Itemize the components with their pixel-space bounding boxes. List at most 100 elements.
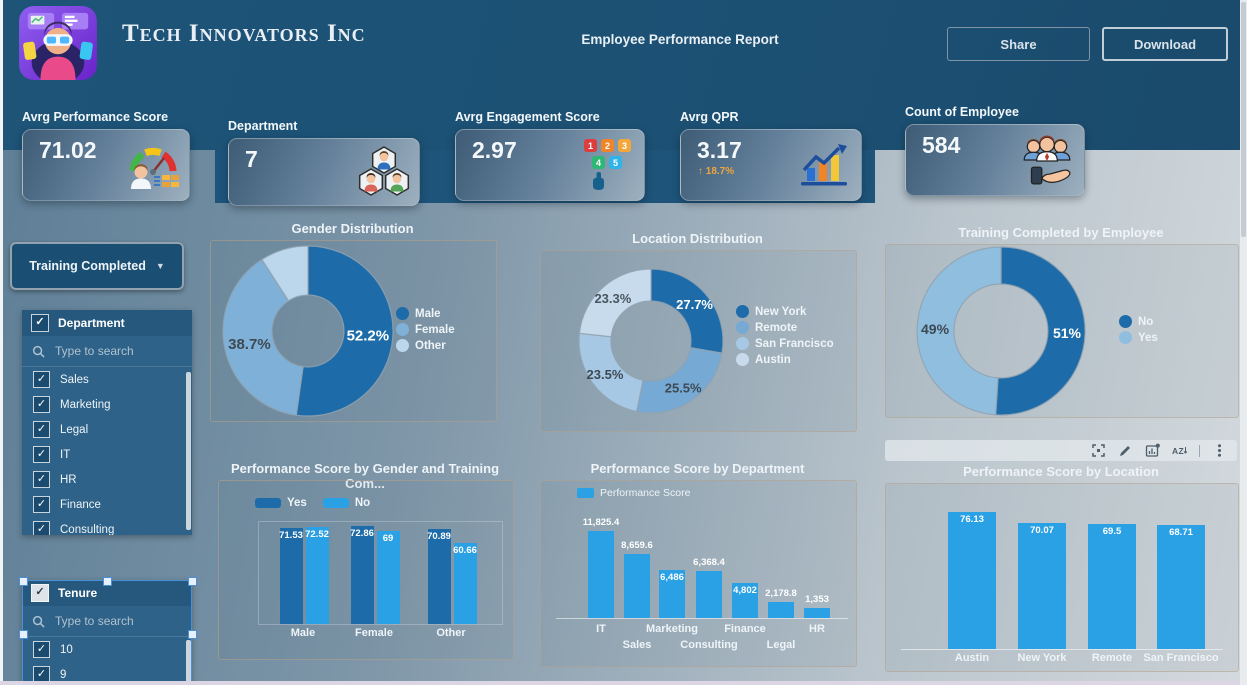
legend-item[interactable]: Remote (736, 321, 834, 334)
selection-handle[interactable] (188, 630, 197, 639)
donut-slice-austin[interactable] (578, 268, 652, 338)
kpi-card[interactable]: 584 (905, 124, 1085, 196)
bar[interactable] (696, 571, 722, 618)
bar[interactable] (732, 582, 758, 618)
department-list-scrollbar[interactable] (186, 372, 191, 530)
kpi-card[interactable]: 2.97 1 2 3 4 5 (455, 129, 645, 201)
legend-item[interactable]: Yes (255, 497, 307, 509)
legend-item[interactable]: Austin (736, 353, 834, 366)
kpi-card[interactable]: 71.02 (22, 129, 190, 201)
more-options-icon[interactable] (1212, 443, 1227, 458)
filter-item-consulting[interactable]: ✓ Consulting (22, 517, 192, 535)
window-edge-bottom[interactable] (0, 681, 1247, 685)
filter-item-label: 10 (60, 643, 73, 656)
legend-item[interactable]: No (1119, 315, 1158, 328)
donut-slice-other[interactable] (261, 245, 309, 302)
bar[interactable] (427, 528, 451, 624)
kpi-value: 2.97 (472, 137, 517, 163)
bar[interactable] (659, 570, 685, 618)
legend-item[interactable]: Yes (1119, 331, 1158, 344)
bar[interactable] (624, 554, 650, 618)
department-filter-header[interactable]: ✓ Department (22, 310, 192, 336)
x-axis-label: Male (290, 627, 316, 639)
filter-item-10[interactable]: ✓ 10 (22, 637, 192, 662)
legend-item[interactable]: New York (736, 305, 834, 318)
filter-item-marketing[interactable]: ✓ Marketing (22, 392, 192, 417)
filter-title: Department (58, 316, 125, 330)
selection-handle[interactable] (19, 577, 28, 586)
kpi-card[interactable]: 3.17 ↑ 18.7% (680, 129, 862, 201)
legend-label: No (1138, 315, 1154, 328)
page-scrollbar[interactable] (1240, 0, 1247, 685)
checkbox-checked[interactable]: ✓ (33, 471, 50, 488)
search-icon (32, 345, 45, 358)
gender-donut: 52.2% 38.7% (218, 241, 398, 426)
share-button[interactable]: Share (947, 27, 1090, 61)
filter-item-it[interactable]: ✓ IT (22, 442, 192, 467)
donut-slice-no[interactable] (995, 246, 1086, 416)
selection-handle[interactable] (188, 577, 197, 586)
bar[interactable] (305, 526, 329, 624)
kpi-card[interactable]: 7 (228, 138, 420, 206)
filter-item-sales[interactable]: ✓ Sales (22, 367, 192, 392)
selection-handle[interactable] (103, 577, 112, 586)
download-button[interactable]: Download (1102, 27, 1228, 61)
checkbox-checked[interactable]: ✓ (31, 584, 49, 602)
legend-swatch (736, 305, 749, 318)
training-completed-dropdown[interactable]: Training Completed ▼ (10, 242, 184, 290)
checkbox-checked[interactable]: ✓ (33, 396, 50, 413)
legend-item[interactable]: Male (396, 307, 455, 320)
tenure-filter-header[interactable]: ✓ Tenure (22, 580, 192, 606)
bar[interactable] (768, 601, 794, 618)
kpi-value: 3.17 (697, 137, 742, 163)
bar[interactable] (948, 512, 996, 649)
filter-item-label: HR (60, 473, 77, 486)
focus-mode-icon[interactable] (1091, 443, 1106, 458)
filter-item-finance[interactable]: ✓ Finance (22, 492, 192, 517)
legend-item[interactable]: San Francisco (736, 337, 834, 350)
bar-data-label: 11,825.4 (582, 517, 620, 528)
sort-az-icon[interactable]: A Z (1172, 443, 1187, 458)
bar[interactable] (453, 542, 477, 624)
bar[interactable] (804, 608, 830, 618)
checkbox-checked[interactable]: ✓ (33, 371, 50, 388)
bar[interactable] (350, 526, 374, 624)
donut-slice-yes[interactable] (916, 246, 1002, 416)
legend-swatch (736, 337, 749, 350)
kpi-title: Department (228, 119, 298, 133)
bar[interactable] (588, 531, 614, 618)
kpi-title: Avrg Engagement Score (455, 110, 600, 124)
checkbox-checked[interactable]: ✓ (33, 446, 50, 463)
svg-text:A: A (1172, 446, 1178, 456)
bar-data-label: 6,368.4 (693, 557, 725, 569)
bar[interactable] (1018, 522, 1066, 649)
bar[interactable] (376, 531, 400, 624)
legend-item[interactable]: Other (396, 339, 455, 352)
filter-item-legal[interactable]: ✓ Legal (22, 417, 192, 442)
selection-handle[interactable] (19, 630, 28, 639)
employees-hand-icon (1023, 135, 1071, 185)
bar[interactable] (1088, 523, 1136, 649)
donut-slice-male[interactable] (295, 245, 394, 417)
tenure-list-scrollbar[interactable] (186, 640, 191, 685)
legend-item[interactable]: No (322, 497, 370, 509)
checkbox-checked[interactable]: ✓ (33, 641, 50, 658)
checkbox-checked[interactable]: ✓ (31, 314, 49, 332)
page-scrollbar-thumb[interactable] (1241, 2, 1246, 237)
checkbox-checked[interactable]: ✓ (33, 421, 50, 438)
legend-item[interactable]: Female (396, 323, 455, 336)
bar[interactable] (1157, 525, 1205, 649)
legend-item[interactable]: Performance Score (577, 487, 690, 499)
edit-pencil-icon[interactable] (1118, 443, 1133, 458)
department-search-input[interactable] (53, 343, 177, 359)
checkbox-checked[interactable]: ✓ (33, 496, 50, 513)
svg-text:4: 4 (596, 158, 601, 168)
export-data-icon[interactable] (1145, 443, 1160, 458)
checkbox-checked[interactable]: ✓ (33, 521, 50, 535)
donut-data-label: 49% (921, 321, 950, 337)
training-legend: No Yes (1119, 315, 1158, 344)
filter-item-hr[interactable]: ✓ HR (22, 467, 192, 492)
bar[interactable] (279, 527, 303, 624)
tenure-search-input[interactable] (53, 613, 177, 629)
donut-slice-female[interactable] (222, 258, 304, 416)
